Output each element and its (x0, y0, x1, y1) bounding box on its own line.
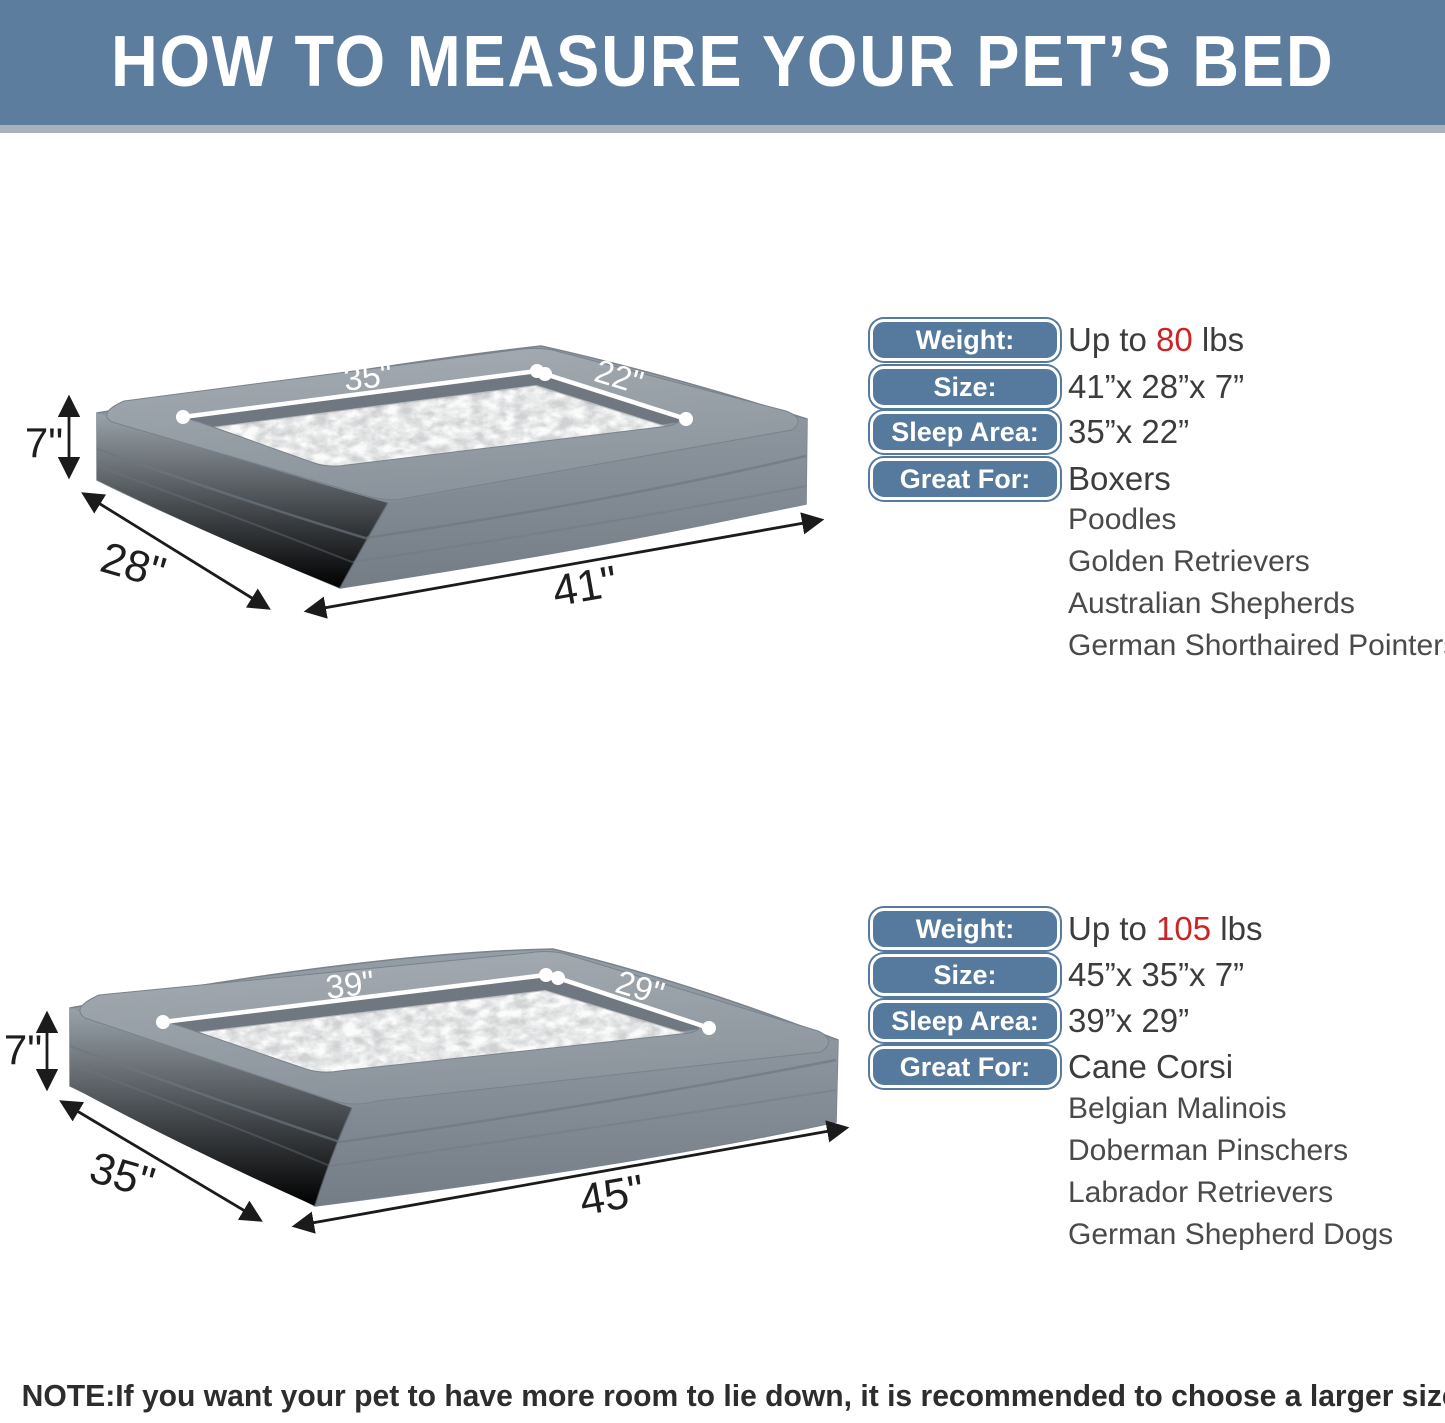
breed-item: Poodles (1068, 503, 1177, 536)
weight-pill: Weight: (870, 319, 1060, 361)
bed-1-illustration (57, 345, 825, 619)
weight-value-prefix: Up to (1068, 321, 1157, 358)
bed1-great-for-row: Great For: Boxers (870, 458, 1171, 500)
header-banner: HOW TO MEASURE YOUR PET’S BED (0, 0, 1445, 133)
weight-value-suffix: lbs (1211, 910, 1263, 947)
weight-value: Up to 80 lbs (1068, 319, 1244, 361)
sleep-area-value: 39”x 29” (1068, 1002, 1190, 1039)
weight-value-prefix: Up to (1068, 910, 1157, 947)
breed-item: Golden Retrievers (1068, 545, 1310, 578)
size-pill: Size: (870, 366, 1060, 408)
size-pill: Size: (870, 954, 1060, 996)
bed1-sleep-length-label: 35" (341, 355, 395, 398)
size-recommendation-note: NOTE:If you want your pet to have more r… (21, 1378, 1445, 1413)
bed1-sleep-area-row: Sleep Area: 35”x 22” (870, 411, 1189, 453)
bed1-breed-list: Poodles Golden Retrievers Australian She… (1068, 499, 1445, 667)
breed-item: Labrador Retrievers (1068, 1176, 1334, 1209)
breed-item: German Shepherd Dogs (1068, 1218, 1394, 1251)
weight-value: Up to 105 lbs (1068, 908, 1262, 950)
bed1-height-label: 7" (24, 419, 64, 466)
sleep-area-value: 35”x 22” (1068, 413, 1190, 450)
page-title: HOW TO MEASURE YOUR PET’S BED (110, 22, 1335, 102)
bed-2-illustration (35, 948, 850, 1234)
great-for-first-breed: Boxers (1068, 460, 1171, 497)
great-for-pill: Great For: (870, 458, 1060, 500)
bed1-weight-row: Weight: Up to 80 lbs (870, 319, 1244, 361)
weight-value-number: 80 (1156, 321, 1193, 358)
bed2-weight-row: Weight: Up to 105 lbs (870, 908, 1262, 950)
bed2-sleep-length-label: 39" (323, 963, 377, 1006)
weight-pill: Weight: (870, 908, 1060, 950)
sleep-area-pill: Sleep Area: (870, 1000, 1060, 1042)
size-value: 41”x 28”x 7” (1068, 368, 1245, 405)
breed-item: Doberman Pinschers (1068, 1134, 1349, 1167)
size-value: 45”x 35”x 7” (1068, 956, 1245, 993)
weight-value-number: 105 (1156, 910, 1212, 947)
sleep-area-pill: Sleep Area: (870, 411, 1060, 453)
bed2-breed-list: Belgian Malinois Doberman Pinschers Labr… (1068, 1088, 1393, 1256)
bed2-size-row: Size: 45”x 35”x 7” (870, 954, 1244, 996)
weight-value-suffix: lbs (1192, 321, 1245, 358)
bed2-height-label: 7" (3, 1026, 43, 1073)
great-for-first-breed: Cane Corsi (1068, 1048, 1234, 1085)
breed-item: Australian Shepherds (1068, 587, 1355, 620)
breed-item: German Shorthaired Pointers (1068, 629, 1445, 662)
bed2-great-for-row: Great For: Cane Corsi (870, 1046, 1233, 1088)
great-for-pill: Great For: (870, 1046, 1060, 1088)
bed2-sleep-area-row: Sleep Area: 39”x 29” (870, 1000, 1189, 1042)
bed1-size-row: Size: 41”x 28”x 7” (870, 366, 1244, 408)
breed-item: Belgian Malinois (1068, 1092, 1287, 1125)
